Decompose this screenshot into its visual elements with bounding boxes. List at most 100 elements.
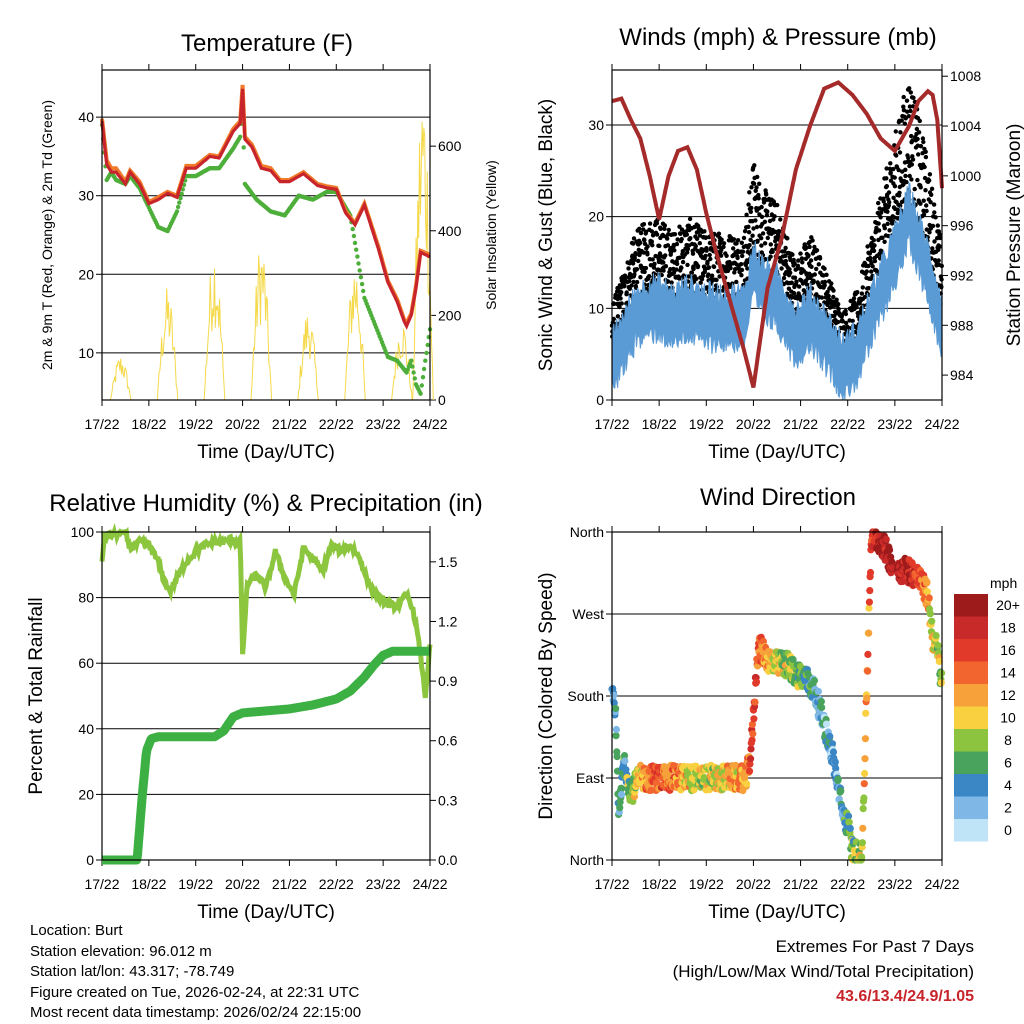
gust-point [876,221,881,226]
colorbar-label: 2 [1004,800,1012,816]
gust-point [665,236,670,241]
gust-point [778,217,783,222]
gust-point [754,185,759,190]
gust-point [753,188,758,193]
gust-point [898,203,903,208]
gust-point [927,178,932,183]
x-axis-label: Time (Day/UTC) [197,902,335,923]
direction-point [860,794,868,802]
gust-point [824,272,829,277]
gust-point [872,258,878,264]
y-tick-label: East [576,770,604,786]
humidity-line [99,523,433,699]
gust-point [748,237,753,242]
gust-point [759,243,764,248]
gust-point [689,270,695,275]
gust-point [633,251,638,256]
colorbar-swatch [954,639,988,662]
gust-point [740,249,746,254]
colorbar-swatch [954,729,988,752]
x-tick-label: 17/22 [594,876,629,892]
y-tick-label: 30 [588,117,604,133]
gust-point [927,230,932,235]
gust-point [884,184,889,189]
gust-point [649,239,654,244]
y-tick-label: West [572,606,604,622]
direction-point [866,587,874,595]
gust-point [869,269,874,274]
gust-point [759,214,765,219]
gust-point [921,212,927,217]
gust-point [884,166,889,171]
dewpoint-point [361,288,366,294]
direction-point [748,736,756,744]
gust-point [792,261,797,266]
gust-point [654,221,660,226]
gust-point [832,314,837,319]
colorbar-label: 4 [1004,777,1012,793]
gust-point [927,172,933,177]
gust-point [922,175,928,181]
gust-point [739,240,744,245]
extremes-box: Extremes For Past 7 Days (High/Low/Max W… [673,934,974,1009]
gust-point [721,241,727,246]
gust-point [669,280,674,285]
direction-point [789,655,797,664]
gust-point [735,255,740,261]
gust-point [650,257,655,262]
gust-point [892,175,897,180]
gust-point [658,226,663,231]
gust-point [762,219,768,224]
gust-point [685,250,690,255]
gust-point [718,253,724,258]
gust-point [748,209,753,214]
gust-point [675,237,680,242]
x-tick-label: 21/22 [783,416,818,432]
gust-point [665,243,671,248]
gust-point [742,229,748,234]
latlon-text: Station lat/lon: 43.317; -78.749 [30,963,235,981]
direction-point [935,657,944,666]
direction-point [858,853,866,861]
x-tick-label: 19/22 [689,416,724,432]
solar-insolation-line [297,317,319,401]
gust-point [888,170,893,175]
gust-point [937,232,942,237]
y2-axis-label: Station Pressure (Maroon) [1004,124,1024,347]
gust-point [679,265,684,271]
gust-point [707,252,712,258]
gust-point [697,241,702,246]
direction-point [837,787,845,795]
direction-point [817,697,826,706]
gust-point [923,154,929,160]
gust-point [765,235,770,241]
gust-point [768,202,773,207]
direction-point [863,694,871,702]
gust-point [787,267,792,272]
gust-point [684,232,689,237]
colorbar-swatch [954,774,988,797]
y-tick-label: 60 [78,655,94,671]
direction-point [846,824,854,833]
direction-point [743,780,751,788]
direction-point [861,735,870,743]
dewpoint-point [412,376,417,381]
colorbar-swatch [954,616,988,639]
gust-point [789,280,794,285]
gust-point [746,202,751,207]
gust-point [884,176,889,181]
gust-point [924,203,929,208]
gust-point [877,206,882,211]
gust-point [915,177,920,183]
gust-point [918,144,924,149]
x-tick-label: 22/22 [319,876,354,892]
x-tick-label: 20/22 [736,416,771,432]
gust-point [755,238,760,243]
gust-point [906,114,911,119]
gust-point [622,283,627,288]
gust-point [693,243,698,249]
gust-point [909,162,915,167]
y-tick-label: North [570,524,604,540]
gust-point [631,236,637,241]
gust-point [809,264,814,269]
